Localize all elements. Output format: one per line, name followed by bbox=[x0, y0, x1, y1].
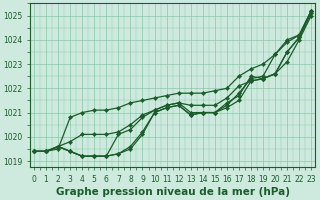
X-axis label: Graphe pression niveau de la mer (hPa): Graphe pression niveau de la mer (hPa) bbox=[56, 187, 290, 197]
